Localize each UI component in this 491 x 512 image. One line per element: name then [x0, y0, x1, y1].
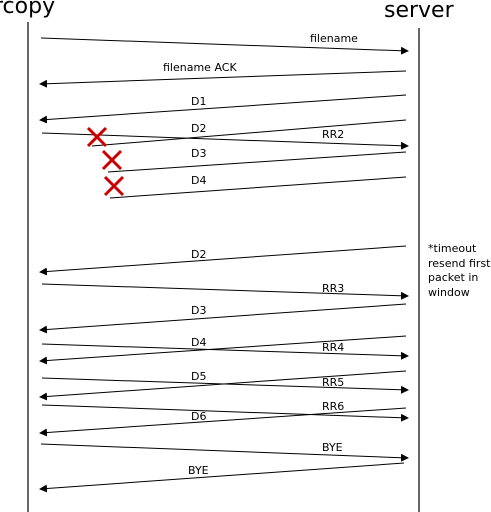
message-label: filename ACK: [163, 61, 237, 74]
message-label: D2: [191, 122, 206, 135]
message-label: RR6: [322, 400, 344, 413]
message-label: RR4: [322, 341, 344, 354]
message-label: D2: [191, 248, 206, 261]
timeout-note-line-2: resend first: [428, 257, 491, 270]
loss-markers: [86, 126, 125, 197]
message-label: D3: [191, 304, 206, 317]
message-arrow-rr4: [41, 343, 409, 360]
message-arrow-filename-ack: [39, 70, 407, 88]
message-arrow-rr6: [41, 404, 409, 422]
timeout-note: *timeout resend first packet in window: [428, 242, 491, 299]
timeout-note-line-3: packet in: [428, 271, 478, 284]
server-participant-label: server: [384, 0, 455, 23]
message-arrow-d4: [109, 176, 407, 199]
message-arrow-bye: [40, 443, 409, 462]
timeout-note-line-4: window: [428, 286, 470, 299]
message-arrow-rr2: [41, 132, 409, 150]
message-label: RR3: [322, 282, 344, 295]
message-arrow-d3: [107, 151, 407, 173]
message-arrows: filename filename ACK D1 D2 RR2 D3 D4 D2 RR3 D3 D4…: [39, 32, 409, 493]
message-label: RR5: [322, 376, 344, 389]
timeout-note-line-1: *timeout: [428, 242, 477, 255]
packet-loss-x-icon: [101, 149, 123, 171]
message-label: D4: [191, 336, 206, 349]
message-label: D6: [191, 410, 206, 423]
message-arrow-d6: [39, 407, 407, 437]
message-arrow-filename: [40, 37, 409, 55]
message-label: filename: [310, 32, 358, 45]
message-label: D1: [191, 95, 206, 108]
message-arrow-d4: [39, 335, 407, 365]
message-label: RR2: [322, 128, 344, 141]
message-arrow-rr3: [41, 283, 409, 300]
message-arrow-rr5: [41, 377, 409, 394]
message-label: D4: [191, 174, 206, 187]
message-arrow-d2: [91, 119, 407, 147]
message-label: D5: [191, 370, 206, 383]
message-label: D3: [191, 147, 206, 160]
message-arrow-d3: [39, 303, 407, 334]
message-label: BYE: [322, 441, 343, 454]
message-arrow-bye: [39, 462, 405, 493]
message-label: BYE: [188, 464, 209, 477]
message-arrow-d1: [39, 94, 407, 124]
packet-loss-x-icon: [86, 126, 108, 148]
message-arrow-d2: [39, 245, 407, 276]
rcopy-participant-label: rcopy: [0, 0, 55, 19]
packet-loss-x-icon: [103, 175, 125, 197]
